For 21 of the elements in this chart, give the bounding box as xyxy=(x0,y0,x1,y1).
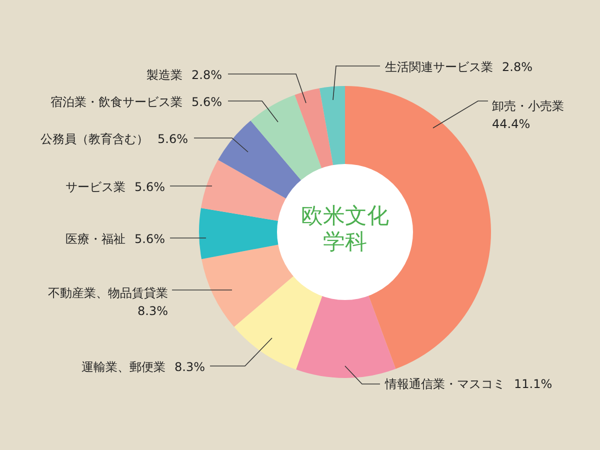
data-label: 5.6% xyxy=(192,95,222,109)
data-label: 2.8% xyxy=(502,60,532,74)
slice-label: 情報通信業・マスコミ xyxy=(384,377,505,391)
text: 欧米文化学科 xyxy=(301,204,389,255)
slice-label: 医療・福祉 xyxy=(66,232,126,246)
data-label: 2.8% xyxy=(192,68,222,82)
data-label: 5.6% xyxy=(158,132,188,146)
data-label: 5.6% xyxy=(134,180,165,194)
data-label: 8.3% xyxy=(138,304,168,318)
data-label: 11.1% xyxy=(514,377,552,391)
slice-label: 不動産業、物品賃貸業 xyxy=(48,286,168,300)
slice-label: 卸売・小売業 xyxy=(492,99,564,113)
data-label: 5.6% xyxy=(134,232,165,246)
slice-label: サービス業 xyxy=(66,180,126,194)
slice-label: 宿泊業・飲食サービス業 xyxy=(50,95,182,109)
slice-label: 公務員（教育含む） xyxy=(40,132,148,146)
slice-label: 運輸業、郵便業 xyxy=(82,360,166,374)
slice-label: 製造業 xyxy=(146,68,182,82)
data-label: 44.4% xyxy=(492,117,530,131)
slice-label: 生活関連サービス業 xyxy=(385,60,493,74)
data-label: 8.3% xyxy=(174,360,205,374)
